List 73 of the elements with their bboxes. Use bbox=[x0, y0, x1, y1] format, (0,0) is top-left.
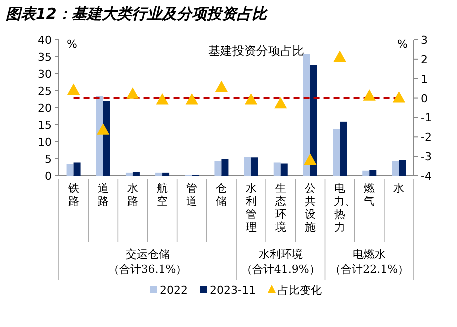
text: 电燃水（合计22.1%） bbox=[330, 248, 410, 276]
point bbox=[156, 93, 169, 105]
y-tick-label: 0 bbox=[45, 170, 52, 183]
x-tick-label: 电力、热力 bbox=[334, 182, 356, 234]
chart-title: 图表12：基建大类行业及分项投资占比 bbox=[6, 5, 269, 23]
point bbox=[304, 154, 317, 165]
x-tick-label: 水 bbox=[394, 182, 405, 195]
bar bbox=[244, 157, 252, 176]
bar bbox=[126, 172, 133, 176]
bar bbox=[399, 160, 406, 176]
point bbox=[334, 50, 346, 62]
y-tick-label: 40 bbox=[38, 34, 52, 47]
y2-tick-label: -4 bbox=[421, 170, 432, 183]
y2-tick-label: 1 bbox=[421, 72, 428, 86]
bar bbox=[222, 159, 229, 176]
point bbox=[215, 80, 228, 92]
legend-label: 2022 bbox=[160, 284, 188, 297]
bar bbox=[96, 96, 104, 176]
bar bbox=[132, 172, 140, 176]
text: 交运仓储（合计36.1%） bbox=[108, 248, 188, 276]
bar bbox=[251, 158, 258, 176]
bar bbox=[156, 172, 163, 176]
bar bbox=[303, 54, 310, 176]
x-tick-label: 燃气 bbox=[364, 182, 376, 208]
x-tick-label: 公共设施 bbox=[304, 182, 316, 234]
bar bbox=[66, 164, 74, 176]
bar bbox=[74, 162, 81, 176]
bar bbox=[310, 65, 318, 176]
x-tick-label: 生态环境 bbox=[274, 182, 286, 234]
bar bbox=[333, 129, 340, 176]
y-tick-label: 5 bbox=[45, 153, 52, 166]
point bbox=[392, 92, 406, 103]
point bbox=[244, 93, 258, 105]
y-tick-label: 15 bbox=[38, 119, 52, 132]
y2-tick-label: -3 bbox=[421, 150, 432, 164]
x-tick-label: 道路 bbox=[98, 182, 109, 208]
y-tick-label: 10 bbox=[38, 136, 52, 149]
x-tick-label: 仓储 bbox=[216, 182, 228, 208]
x-tick-label: 水利管理 bbox=[246, 182, 257, 234]
legend-label: 占比变化 bbox=[278, 284, 322, 297]
point bbox=[363, 90, 376, 101]
y2-tick-label: 2 bbox=[421, 53, 428, 66]
bar bbox=[162, 172, 170, 176]
text: 水利环境（合计41.9%） bbox=[241, 248, 320, 276]
y2-tick-label: -2 bbox=[421, 131, 432, 144]
y2-tick-label: 3 bbox=[421, 34, 428, 47]
bar bbox=[392, 161, 400, 176]
y-axis-title: % bbox=[67, 38, 78, 51]
point bbox=[186, 93, 198, 105]
bar bbox=[362, 170, 370, 176]
y2-tick-label: 0 bbox=[421, 92, 428, 106]
x-tick-label: 铁路 bbox=[67, 182, 80, 208]
x-tick-label: 航空 bbox=[157, 182, 168, 208]
bar bbox=[370, 170, 377, 176]
legend-label: 2023-11 bbox=[210, 284, 256, 297]
y-tick-label: 35 bbox=[38, 51, 52, 64]
bar bbox=[214, 161, 222, 176]
point bbox=[67, 84, 80, 96]
bar bbox=[280, 164, 288, 176]
bar bbox=[340, 122, 348, 176]
bar bbox=[274, 162, 281, 176]
y2-axis-title: % bbox=[398, 38, 408, 51]
y-tick-label: 30 bbox=[38, 68, 52, 81]
point bbox=[126, 88, 140, 99]
y-tick-label: 20 bbox=[38, 102, 52, 115]
bar bbox=[103, 101, 110, 176]
y2-tick-label: -1 bbox=[421, 112, 432, 125]
x-tick-label: 管道 bbox=[186, 182, 198, 208]
point bbox=[274, 97, 288, 109]
y-tick-label: 25 bbox=[38, 85, 52, 98]
chart-subtitle: 基建投资分项占比 bbox=[208, 44, 304, 58]
point bbox=[97, 124, 110, 135]
x-tick-label: 水路 bbox=[127, 182, 138, 208]
